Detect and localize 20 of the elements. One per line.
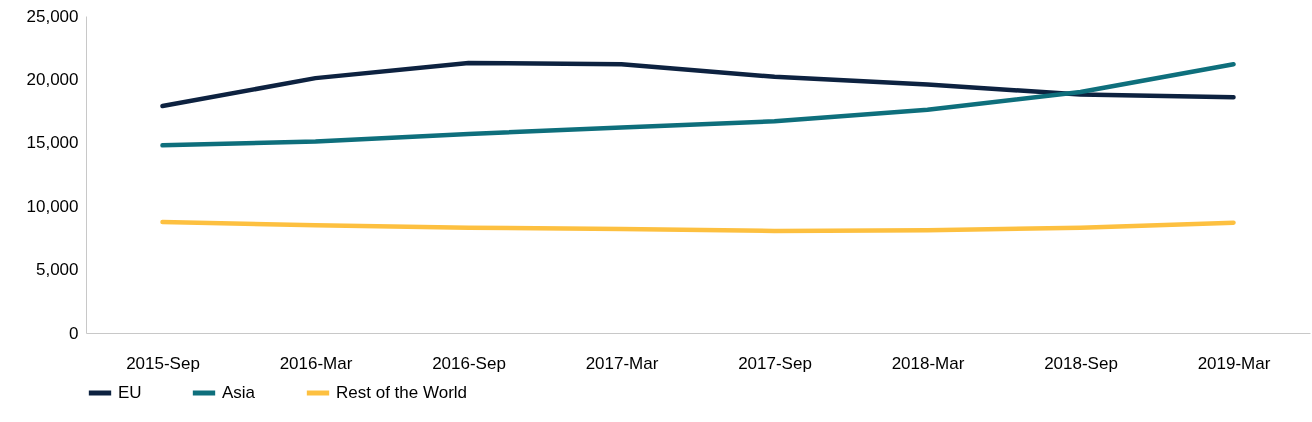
y-tick-label: 5,000 bbox=[35, 260, 79, 280]
x-tick-label: 2018-Mar bbox=[891, 353, 965, 373]
y-tick-label: 25,000 bbox=[26, 6, 79, 26]
line-series bbox=[160, 219, 1236, 234]
x-tick-label: 2017-Mar bbox=[585, 353, 659, 373]
y-tick-label: 0 bbox=[69, 323, 79, 343]
y-tick-label: 10,000 bbox=[26, 196, 79, 216]
x-tick-label: 2019-Mar bbox=[1197, 353, 1271, 373]
line-series bbox=[160, 61, 1236, 148]
x-tick-label: 2017-Sep bbox=[738, 353, 812, 373]
legend-label: EU bbox=[118, 383, 142, 402]
x-tick-label: 2016-Mar bbox=[279, 353, 353, 373]
legend-label: Rest of the World bbox=[336, 383, 468, 402]
legend-label: Asia bbox=[222, 383, 256, 402]
line-series bbox=[160, 60, 1236, 109]
y-tick-label: 15,000 bbox=[26, 133, 79, 153]
x-tick-label: 2015-Sep bbox=[126, 353, 200, 373]
x-tick-label: 2018-Sep bbox=[1044, 353, 1118, 373]
y-tick-label: 20,000 bbox=[26, 69, 79, 89]
x-tick-label: 2016-Sep bbox=[432, 353, 506, 373]
